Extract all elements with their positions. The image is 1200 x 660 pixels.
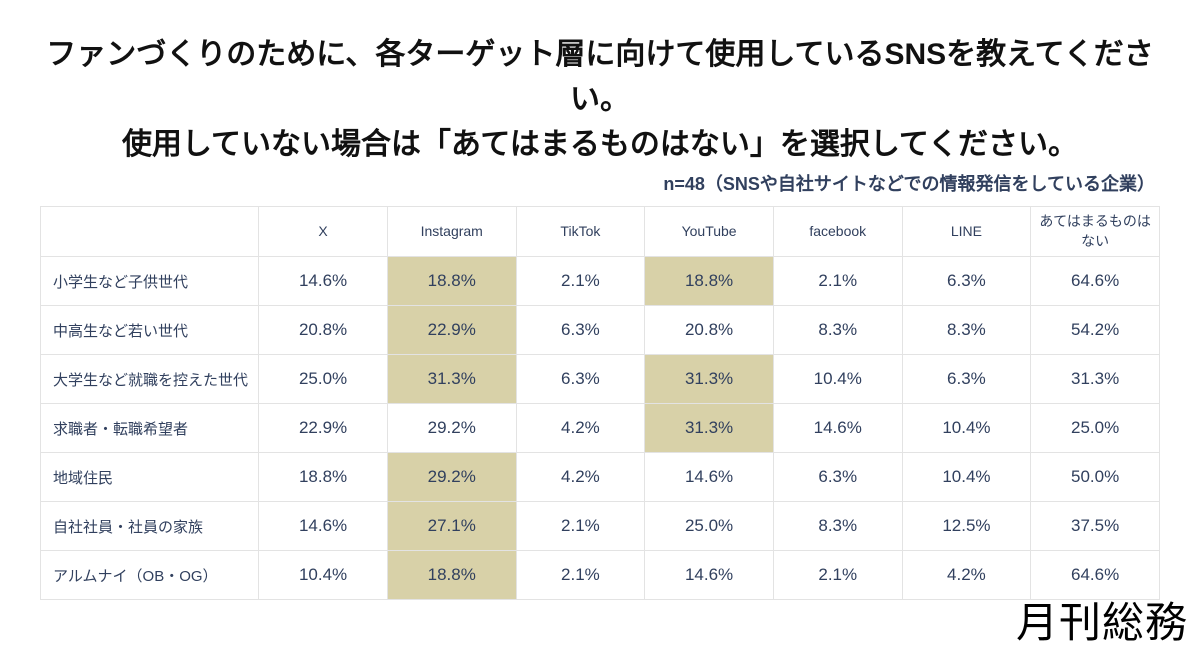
- value-cell: 4.2%: [515, 452, 646, 502]
- value-cell: 31.3%: [386, 354, 517, 404]
- value-cell: 29.2%: [386, 403, 517, 453]
- sample-size-note: n=48（SNSや自社サイトなどでの情報発信をしている企業）: [663, 174, 1155, 194]
- value-cell: 64.6%: [1030, 550, 1160, 600]
- row-label: 大学生など就職を控えた世代: [39, 354, 260, 404]
- table-row: 小学生など子供世代 14.6% 18.8% 2.1% 18.8% 2.1% 6.3% 64.6…: [39, 256, 1160, 306]
- value-cell: 14.6%: [258, 256, 388, 306]
- value-cell: 20.8%: [258, 305, 388, 355]
- column-header: LINE: [901, 206, 1032, 257]
- value-cell: 50.0%: [1030, 452, 1160, 502]
- value-cell: 10.4%: [258, 550, 388, 600]
- table-row: 地域住民 18.8% 29.2% 4.2% 14.6% 6.3% 10.4% 50.0%: [39, 452, 1160, 502]
- value-cell: 18.8%: [386, 256, 517, 306]
- value-cell: 31.3%: [644, 354, 774, 404]
- value-cell: 20.8%: [644, 305, 774, 355]
- row-label: 小学生など子供世代: [39, 256, 260, 306]
- value-cell: 6.3%: [515, 354, 646, 404]
- value-cell: 10.4%: [901, 403, 1032, 453]
- value-cell: 8.3%: [772, 501, 903, 551]
- value-cell: 6.3%: [772, 452, 903, 502]
- value-cell: 14.6%: [258, 501, 388, 551]
- title-line-1: ファンづくりのために、各ターゲット層に向けて使用しているSNSを教えてください。: [46, 38, 1154, 116]
- value-cell: 22.9%: [386, 305, 517, 355]
- value-cell: 18.8%: [644, 256, 774, 306]
- value-cell: 31.3%: [644, 403, 774, 453]
- value-cell: 14.6%: [644, 452, 774, 502]
- column-header: X: [258, 206, 388, 257]
- column-header: Instagram: [386, 206, 517, 257]
- row-label: 自社社員・社員の家族: [39, 501, 260, 551]
- value-cell: 10.4%: [901, 452, 1032, 502]
- column-header: YouTube: [644, 206, 774, 257]
- value-cell: 2.1%: [515, 550, 646, 600]
- survey-infographic: ファンづくりのために、各ターゲット層に向けて使用しているSNSを教えてください。…: [0, 32, 1200, 646]
- table-row: アルムナイ（OB・OG） 10.4% 18.8% 2.1% 14.6% 2.1% 4.2% 6…: [39, 550, 1160, 600]
- value-cell: 31.3%: [1030, 354, 1160, 404]
- table-row: 中高生など若い世代 20.8% 22.9% 6.3% 20.8% 8.3% 8.3% 54.2…: [39, 305, 1160, 355]
- table-row: 求職者・転職希望者 22.9% 29.2% 4.2% 31.3% 14.6% 10.4% 25…: [39, 403, 1160, 453]
- sns-usage-table: X Instagram TikTok YouTube facebook LINE あてはまる…: [39, 206, 1160, 600]
- table-row: 大学生など就職を控えた世代 25.0% 31.3% 6.3% 31.3% 10.4% 6.3…: [39, 354, 1160, 404]
- column-header: あてはまるものはない: [1030, 206, 1160, 257]
- table-row: 自社社員・社員の家族 14.6% 27.1% 2.1% 25.0% 8.3% 12.5% 37…: [39, 501, 1160, 551]
- row-label: 求職者・転職希望者: [39, 403, 260, 453]
- value-cell: 14.6%: [772, 403, 903, 453]
- column-header: TikTok: [515, 206, 646, 257]
- value-cell: 2.1%: [515, 256, 646, 306]
- value-cell: 29.2%: [386, 452, 517, 502]
- value-cell: 37.5%: [1030, 501, 1160, 551]
- row-label: 中高生など若い世代: [39, 305, 260, 355]
- value-cell: 25.0%: [1030, 403, 1160, 453]
- value-cell: 4.2%: [515, 403, 646, 453]
- value-cell: 4.2%: [901, 550, 1032, 600]
- value-cell: 6.3%: [901, 256, 1032, 306]
- page-title: ファンづくりのために、各ターゲット層に向けて使用しているSNSを教えてください。…: [20, 32, 1180, 167]
- corner-cell: [39, 206, 260, 257]
- value-cell: 8.3%: [901, 305, 1032, 355]
- value-cell: 64.6%: [1030, 256, 1160, 306]
- value-cell: 18.8%: [386, 550, 517, 600]
- value-cell: 18.8%: [258, 452, 388, 502]
- value-cell: 6.3%: [515, 305, 646, 355]
- value-cell: 12.5%: [901, 501, 1032, 551]
- value-cell: 54.2%: [1030, 305, 1160, 355]
- value-cell: 14.6%: [644, 550, 774, 600]
- value-cell: 25.0%: [258, 354, 388, 404]
- value-cell: 2.1%: [772, 550, 903, 600]
- gekkan-soumu-logo: 月刊総務: [1015, 599, 1188, 646]
- column-header: facebook: [772, 206, 903, 257]
- row-label: 地域住民: [39, 452, 260, 502]
- value-cell: 2.1%: [515, 501, 646, 551]
- row-label: アルムナイ（OB・OG）: [39, 550, 260, 600]
- value-cell: 22.9%: [258, 403, 388, 453]
- value-cell: 25.0%: [644, 501, 774, 551]
- value-cell: 27.1%: [386, 501, 517, 551]
- value-cell: 2.1%: [772, 256, 903, 306]
- title-line-2: 使用していない場合は「あてはまるものはない」を選択してください。: [121, 128, 1079, 161]
- header-row: X Instagram TikTok YouTube facebook LINE あてはまる…: [39, 206, 1160, 257]
- value-cell: 6.3%: [901, 354, 1032, 404]
- value-cell: 8.3%: [772, 305, 903, 355]
- value-cell: 10.4%: [772, 354, 903, 404]
